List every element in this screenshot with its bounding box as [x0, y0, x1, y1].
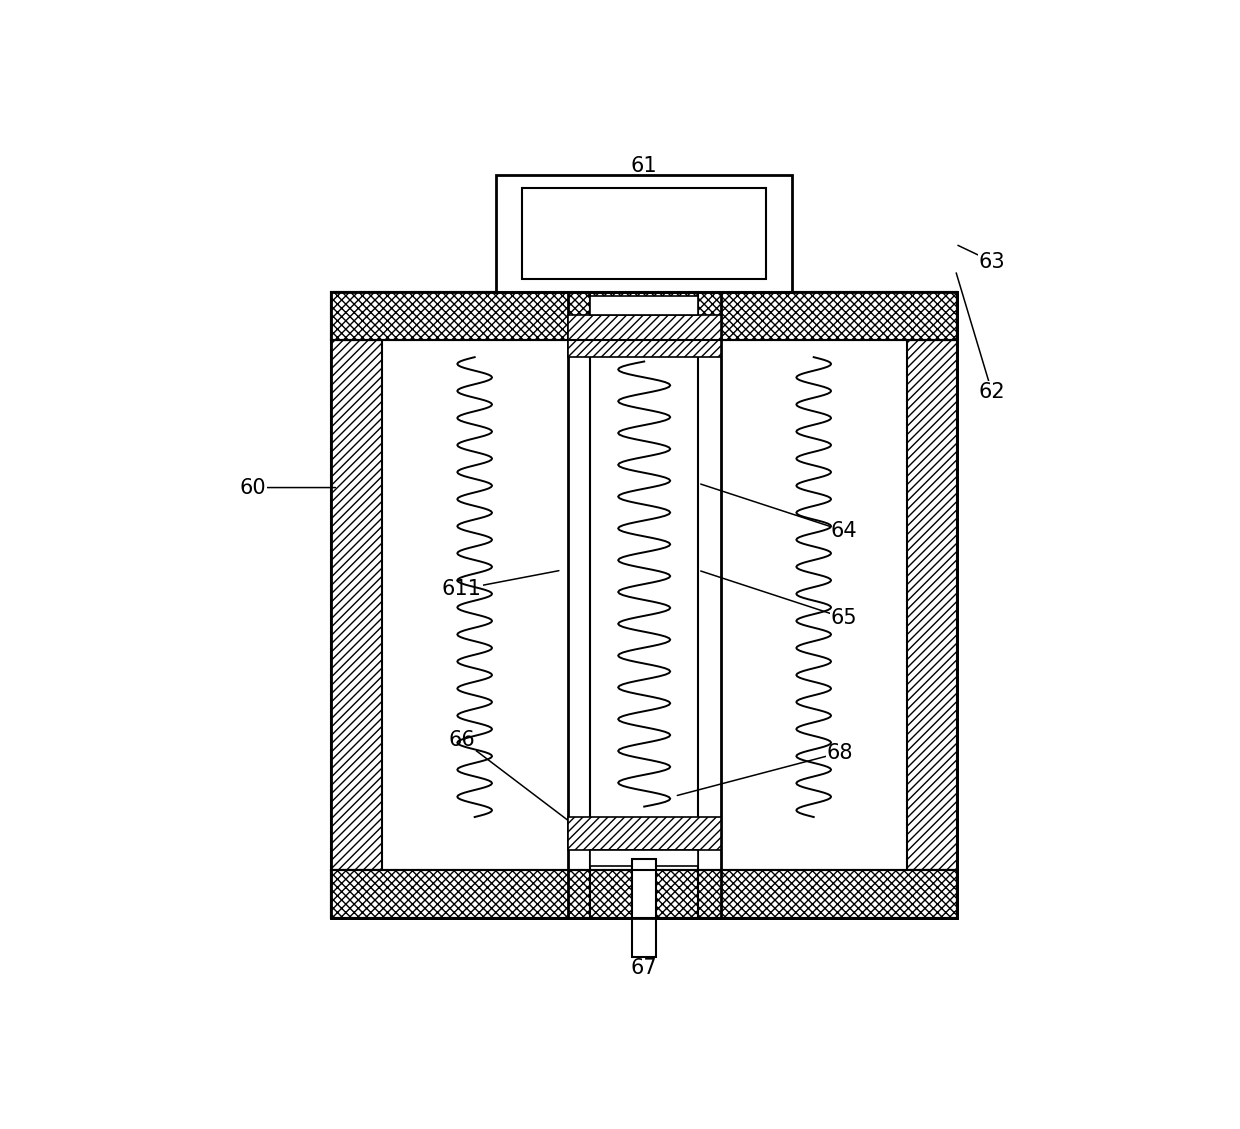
- Bar: [331, 340, 382, 870]
- Bar: [522, 187, 766, 279]
- Bar: [331, 292, 957, 340]
- Text: 60: 60: [239, 478, 267, 498]
- Bar: [568, 315, 720, 357]
- Bar: [590, 296, 698, 315]
- Bar: [906, 340, 957, 870]
- Text: 66: 66: [448, 729, 475, 750]
- Bar: [568, 817, 720, 850]
- Bar: [590, 850, 698, 866]
- Bar: [382, 340, 906, 870]
- Text: 64: 64: [831, 520, 857, 541]
- Bar: [331, 292, 957, 340]
- Bar: [331, 292, 957, 918]
- Text: 65: 65: [831, 607, 857, 628]
- Bar: [331, 870, 957, 918]
- Bar: [331, 292, 957, 918]
- Bar: [632, 859, 656, 957]
- Text: 62: 62: [978, 382, 1006, 402]
- Text: 61: 61: [631, 156, 657, 176]
- Text: 611: 611: [441, 579, 481, 599]
- Bar: [331, 870, 957, 918]
- Text: 63: 63: [978, 252, 1006, 272]
- Text: 67: 67: [631, 959, 657, 979]
- Bar: [496, 175, 792, 292]
- Text: 68: 68: [827, 743, 853, 763]
